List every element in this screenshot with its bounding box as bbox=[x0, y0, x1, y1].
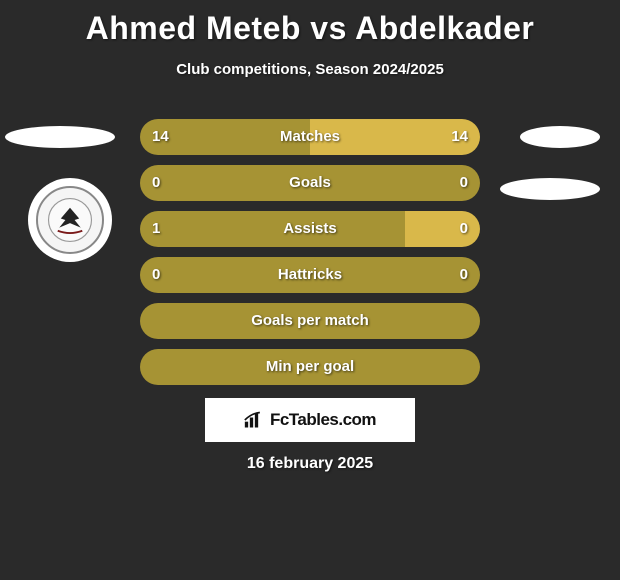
player-left-photo-inner bbox=[36, 186, 104, 254]
stat-bar-left bbox=[140, 303, 480, 339]
stat-row: Assists10 bbox=[140, 211, 480, 247]
stat-row: Goals per match bbox=[140, 303, 480, 339]
stat-row: Goals00 bbox=[140, 165, 480, 201]
subtitle: Club competitions, Season 2024/2025 bbox=[0, 61, 620, 78]
stat-bar-right bbox=[310, 119, 480, 155]
stat-bar-left bbox=[140, 211, 405, 247]
stat-row: Hattricks00 bbox=[140, 257, 480, 293]
fctables-logo-text: FcTables.com bbox=[270, 410, 376, 430]
stat-bar-left bbox=[140, 119, 310, 155]
fctables-logo: FcTables.com bbox=[205, 398, 415, 442]
stat-row: Matches1414 bbox=[140, 119, 480, 155]
eagle-emblem-icon bbox=[47, 197, 93, 243]
page-title: Ahmed Meteb vs Abdelkader bbox=[0, 0, 620, 47]
stat-row: Min per goal bbox=[140, 349, 480, 385]
player-left-name-oval bbox=[5, 126, 115, 148]
player-right-name-oval bbox=[520, 126, 600, 148]
stat-bar-left bbox=[140, 349, 480, 385]
comparison-bars: Matches1414 Goals00 Assists10 Hattricks00 Go… bbox=[140, 119, 480, 395]
stat-bar-left bbox=[140, 165, 480, 201]
date-label: 16 february 2025 bbox=[0, 455, 620, 473]
fctables-logo-icon bbox=[244, 411, 264, 429]
stat-bar-left bbox=[140, 257, 480, 293]
player-left-photo bbox=[28, 178, 112, 262]
player-right-team-oval bbox=[500, 178, 600, 200]
stat-bar-right bbox=[405, 211, 480, 247]
